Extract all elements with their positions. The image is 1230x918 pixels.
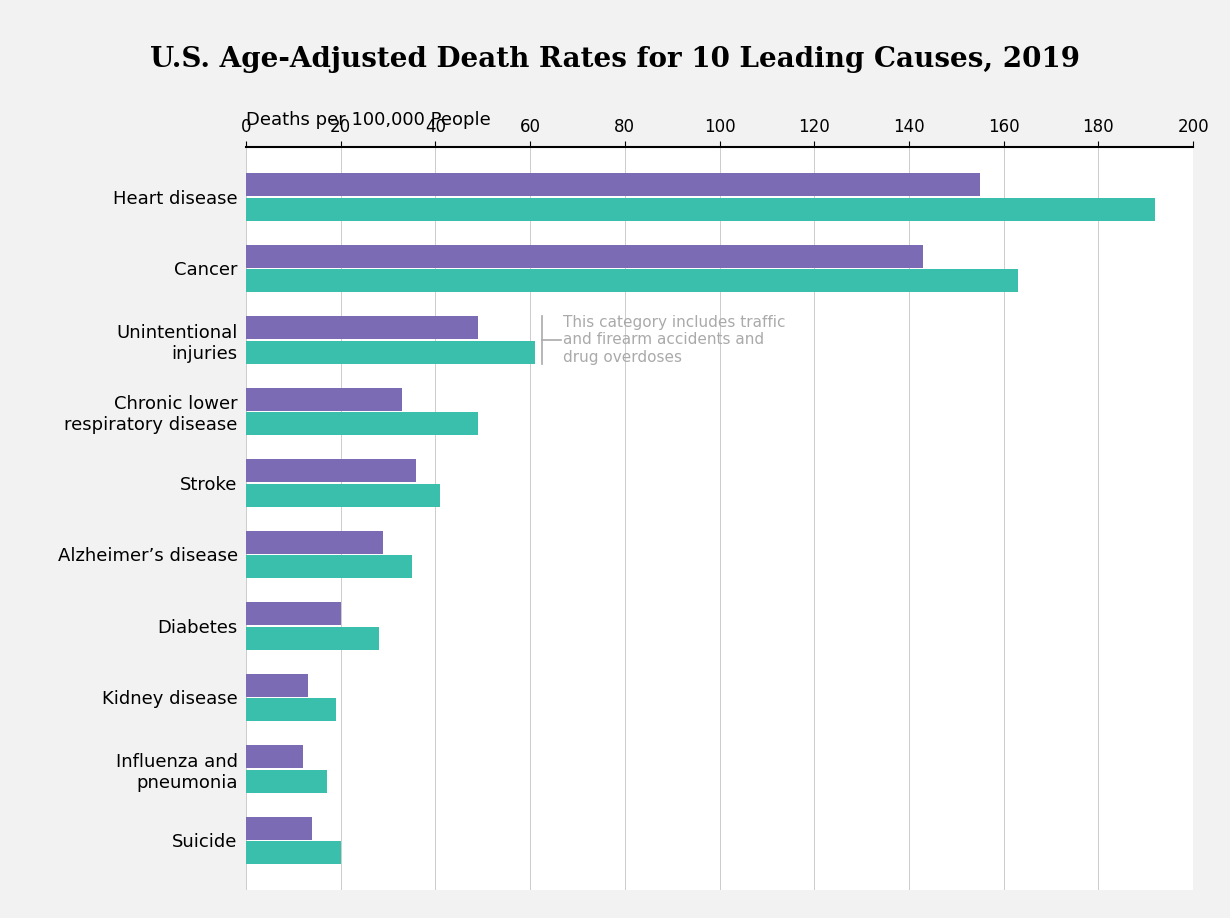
- Bar: [246, 269, 1018, 292]
- Text: U.S. Age-Adjusted Death Rates for 10 Leading Causes, 2019: U.S. Age-Adjusted Death Rates for 10 Lea…: [150, 46, 1080, 73]
- Bar: [246, 555, 412, 578]
- Bar: [246, 317, 478, 340]
- Bar: [246, 841, 341, 864]
- Bar: [246, 674, 308, 697]
- Bar: [246, 387, 402, 410]
- Bar: [246, 627, 379, 650]
- Bar: [246, 174, 980, 196]
- Bar: [246, 484, 440, 507]
- Bar: [246, 341, 535, 364]
- Bar: [246, 459, 417, 482]
- Bar: [246, 602, 341, 625]
- Bar: [246, 412, 478, 435]
- Bar: [246, 531, 384, 554]
- Bar: [246, 769, 326, 792]
- Bar: [246, 745, 303, 768]
- Text: This category includes traffic
and firearm accidents and
drug overdoses: This category includes traffic and firea…: [563, 315, 786, 364]
- Text: Deaths per 100,000 People: Deaths per 100,000 People: [246, 110, 491, 129]
- Bar: [246, 197, 1155, 220]
- Bar: [246, 698, 336, 721]
- Bar: [246, 245, 924, 268]
- Bar: [246, 817, 312, 840]
